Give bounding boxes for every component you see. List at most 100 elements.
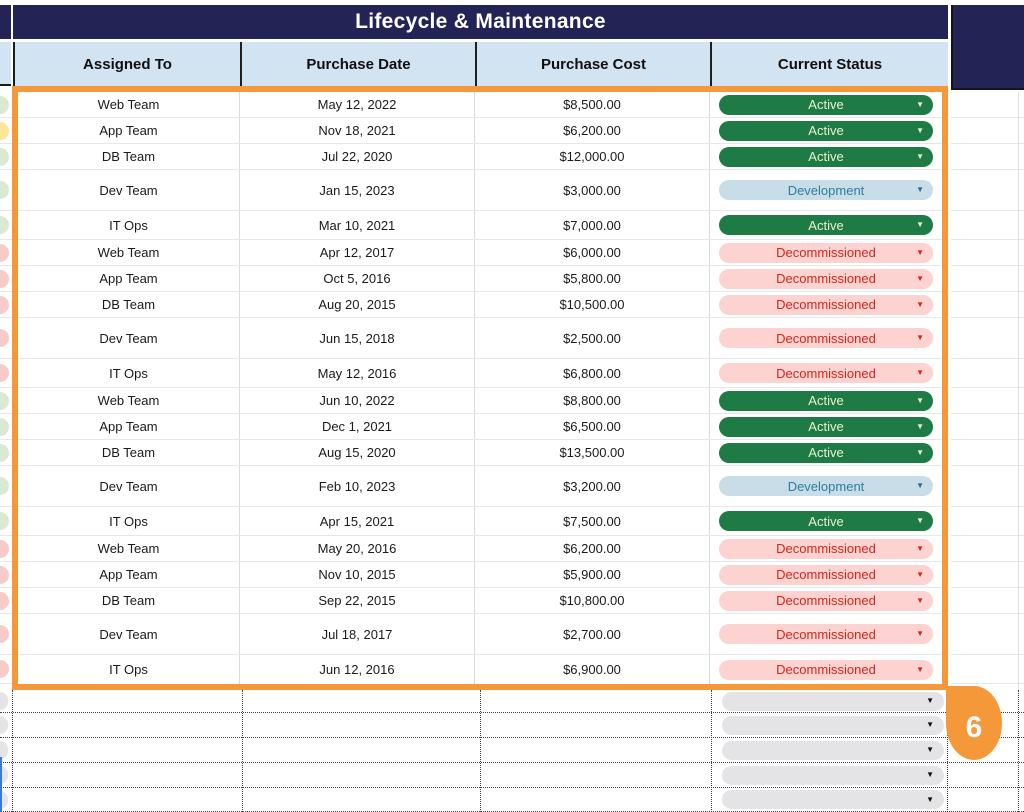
status-dropdown[interactable]: Decommissioned ▼: [719, 242, 933, 263]
table-row: IT Ops Apr 15, 2021 $7,500.00 Active ▼: [18, 507, 942, 536]
cell-current-status: Decommissioned ▼: [710, 614, 942, 654]
empty-row: ▼: [0, 788, 1024, 812]
cell-purchase-cost: $6,200.00: [475, 536, 710, 561]
cutoff-row: [0, 588, 12, 614]
cell-assigned-to: App Team: [18, 118, 240, 143]
cell-assigned-to: Web Team: [18, 240, 240, 265]
dropdown-arrow-icon: ▼: [916, 125, 924, 135]
row-status-edge-pill: [0, 391, 9, 410]
cell-current-status: Active ▼: [710, 144, 942, 169]
table-row: App Team Nov 18, 2021 $6,200.00 Active ▼: [18, 118, 942, 144]
status-dropdown[interactable]: Decommissioned ▼: [719, 659, 933, 680]
dropdown-arrow-icon: ▼: [916, 247, 924, 257]
cell-assigned-to: IT Ops: [18, 211, 240, 239]
cutoff-status-column: [0, 92, 12, 684]
cell-purchase-date: Jul 22, 2020: [240, 144, 475, 169]
status-dropdown[interactable]: Active ▼: [719, 390, 933, 411]
table-row: IT Ops Jun 12, 2016 $6,900.00 Decommissione…: [18, 655, 942, 684]
grid-row: [951, 118, 1024, 144]
cell-assigned-to: Web Team: [18, 536, 240, 561]
cutoff-empty-edge-pill: [0, 766, 8, 784]
dropdown-arrow-icon: ▼: [916, 299, 924, 309]
cell-current-status: Decommissioned ▼: [710, 292, 942, 317]
status-dropdown[interactable]: Decommissioned ▼: [719, 590, 933, 611]
cell-current-status: Decommissioned ▼: [710, 318, 942, 358]
cell-current-status: Decommissioned ▼: [710, 562, 942, 587]
dropdown-arrow-icon: ▼: [916, 219, 924, 229]
cell-purchase-cost: $5,900.00: [475, 562, 710, 587]
dropdown-arrow-icon: ▼: [916, 595, 924, 605]
column-header-purchase-cost: Purchase Cost: [477, 42, 712, 86]
cell-assigned-to: DB Team: [18, 440, 240, 465]
status-dropdown[interactable]: Development ▼: [719, 476, 933, 496]
cell-purchase-cost: $3,000.00: [475, 170, 710, 210]
cell-assigned-to: Web Team: [18, 388, 240, 413]
status-dropdown[interactable]: Active ▼: [719, 416, 933, 437]
dropdown-arrow-icon: ▼: [916, 99, 924, 109]
cell-current-status: Decommissioned ▼: [710, 655, 942, 684]
cell-purchase-date: Aug 15, 2020: [240, 440, 475, 465]
cutoff-row: [0, 118, 12, 144]
cell-assigned-to: App Team: [18, 414, 240, 439]
status-dropdown[interactable]: Active ▼: [719, 94, 933, 115]
cutoff-row: [0, 92, 12, 118]
status-dropdown[interactable]: Development ▼: [719, 180, 933, 200]
cutoff-row: [0, 144, 12, 170]
cell-purchase-date: Nov 10, 2015: [240, 562, 475, 587]
row-status-edge-pill: [0, 295, 9, 314]
dropdown-arrow-icon: ▼: [916, 480, 924, 490]
status-dropdown[interactable]: Active ▼: [719, 511, 933, 531]
dotted-gridline: [711, 690, 712, 812]
status-dropdown[interactable]: Decommissioned ▼: [719, 294, 933, 315]
status-dropdown[interactable]: Active ▼: [719, 146, 933, 167]
dropdown-arrow-icon: ▼: [916, 543, 924, 553]
cell-purchase-cost: $6,800.00: [475, 359, 710, 387]
empty-status-dropdown[interactable]: ▼: [722, 715, 944, 735]
status-dropdown[interactable]: Decommissioned ▼: [719, 564, 933, 585]
status-dropdown[interactable]: Decommissioned ▼: [719, 363, 933, 383]
cell-purchase-cost: $12,000.00: [475, 144, 710, 169]
status-dropdown[interactable]: Decommissioned ▼: [719, 268, 933, 289]
cell-assigned-to: Dev Team: [18, 170, 240, 210]
cell-purchase-cost: $2,500.00: [475, 318, 710, 358]
left-edge-cell-border: [0, 757, 2, 812]
cutoff-row: [0, 507, 12, 536]
dropdown-arrow-icon: ▼: [916, 273, 924, 283]
cell-current-status: Active ▼: [710, 388, 942, 413]
status-dropdown[interactable]: Decommissioned ▼: [719, 624, 933, 644]
cell-purchase-cost: $8,800.00: [475, 388, 710, 413]
status-label: Decommissioned: [776, 297, 876, 312]
status-label: Decommissioned: [776, 330, 876, 346]
status-dropdown[interactable]: Decommissioned ▼: [719, 538, 933, 559]
cell-assigned-to: Web Team: [18, 92, 240, 117]
dropdown-arrow-icon: ▼: [926, 695, 934, 705]
empty-row: ▼: [0, 738, 1024, 763]
cell-purchase-cost: $3,200.00: [475, 466, 710, 506]
table-row: DB Team Jul 22, 2020 $12,000.00 Active ▼: [18, 144, 942, 170]
status-dropdown[interactable]: Decommissioned ▼: [719, 328, 933, 348]
empty-status-dropdown[interactable]: ▼: [722, 740, 944, 760]
grid-row: [951, 318, 1024, 359]
column-header-assigned-to: Assigned To: [15, 42, 242, 86]
empty-status-dropdown[interactable]: ▼: [722, 765, 944, 785]
row-status-edge-pill: [0, 121, 9, 140]
cell-purchase-cost: $13,500.00: [475, 440, 710, 465]
empty-status-dropdown[interactable]: ▼: [722, 691, 944, 711]
cell-purchase-cost: $6,000.00: [475, 240, 710, 265]
status-label: Decommissioned: [776, 271, 876, 286]
empty-status-dropdown[interactable]: ▼: [722, 790, 944, 809]
cell-current-status: Active ▼: [710, 440, 942, 465]
table-row: App Team Oct 5, 2016 $5,800.00 Decommission…: [18, 266, 942, 292]
table-row: Dev Team Jan 15, 2023 $3,000.00 Development…: [18, 170, 942, 211]
cell-current-status: Decommissioned ▼: [710, 240, 942, 265]
cell-assigned-to: Dev Team: [18, 318, 240, 358]
table-row: IT Ops May 12, 2016 $6,800.00 Decommissione…: [18, 359, 942, 388]
cell-current-status: Decommissioned ▼: [710, 266, 942, 291]
status-dropdown[interactable]: Active ▼: [719, 120, 933, 141]
status-dropdown[interactable]: Active ▼: [719, 442, 933, 463]
cutoff-row: [0, 614, 12, 655]
dropdown-arrow-icon: ▼: [916, 447, 924, 457]
status-dropdown[interactable]: Active ▼: [719, 215, 933, 235]
row-status-edge-pill: [0, 591, 9, 610]
